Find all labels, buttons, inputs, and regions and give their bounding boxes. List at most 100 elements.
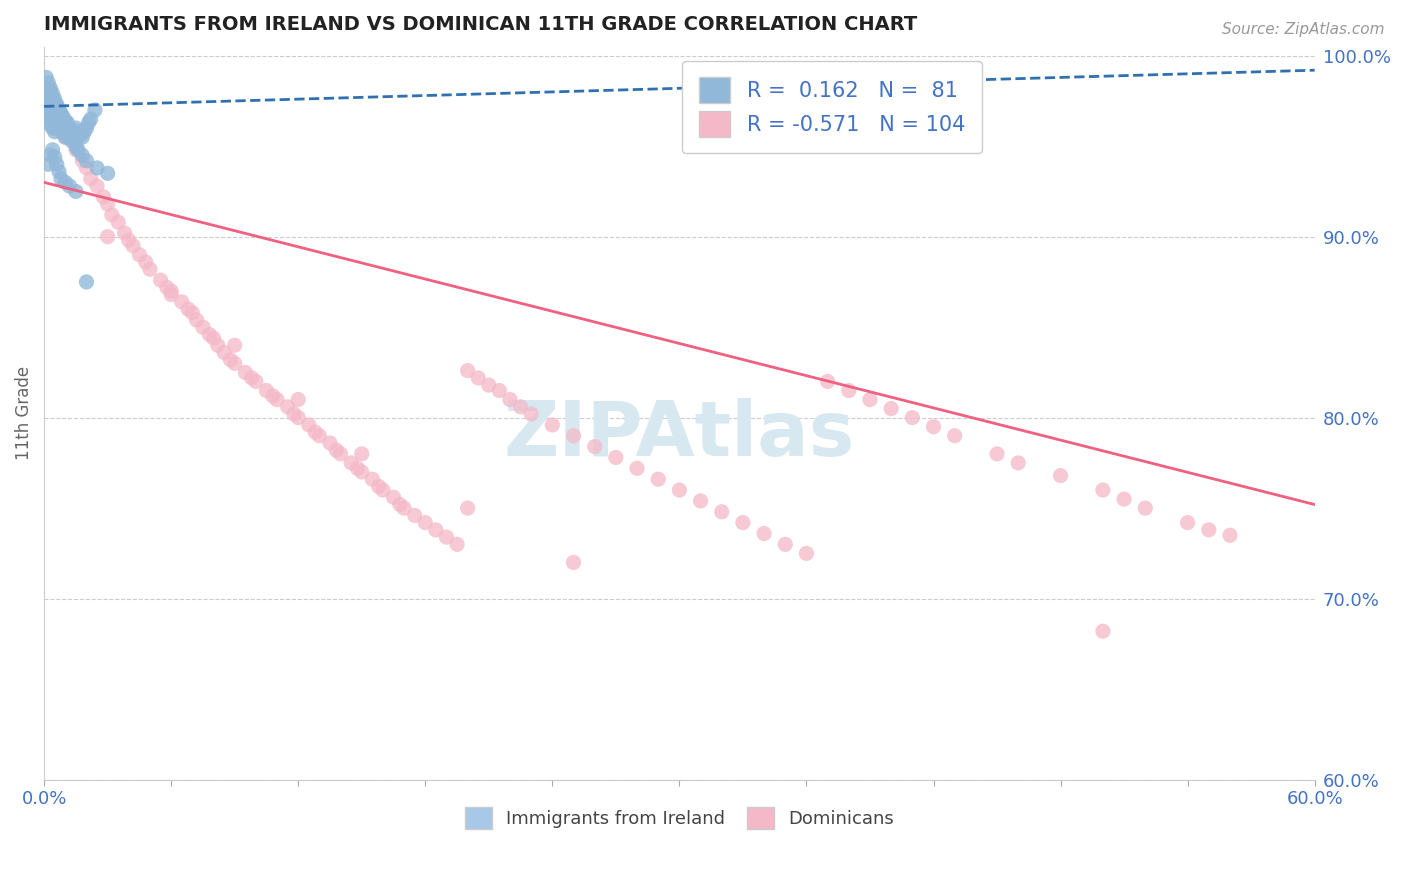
Point <box>796 546 818 560</box>
Point <box>37 94 59 108</box>
Point <box>1091 624 1114 639</box>
Point <box>101 208 124 222</box>
Point <box>1049 468 1071 483</box>
Point <box>346 461 368 475</box>
Point <box>1091 483 1114 497</box>
Point <box>943 429 966 443</box>
Point <box>44 92 66 106</box>
Point <box>49 116 72 130</box>
Point <box>880 401 903 416</box>
Point <box>838 384 860 398</box>
Point <box>256 384 278 398</box>
Point <box>45 157 67 171</box>
Text: IMMIGRANTS FROM IRELAND VS DOMINICAN 11TH GRADE CORRELATION CHART: IMMIGRANTS FROM IRELAND VS DOMINICAN 11T… <box>44 15 917 34</box>
Point <box>58 121 80 136</box>
Point <box>118 233 141 247</box>
Point <box>350 465 373 479</box>
Point <box>304 425 326 439</box>
Point <box>41 87 63 101</box>
Point <box>224 356 246 370</box>
Point <box>93 190 115 204</box>
Point <box>367 479 389 493</box>
Point <box>283 407 305 421</box>
Text: Source: ZipAtlas.com: Source: ZipAtlas.com <box>1222 22 1385 37</box>
Point <box>75 275 97 289</box>
Point <box>114 226 136 240</box>
Point <box>41 99 63 113</box>
Point <box>128 248 150 262</box>
Point <box>84 103 107 117</box>
Point <box>262 389 284 403</box>
Point <box>52 110 75 124</box>
Point <box>181 306 204 320</box>
Point <box>66 125 89 139</box>
Point <box>35 106 58 120</box>
Point <box>425 523 447 537</box>
Point <box>1198 523 1220 537</box>
Point <box>859 392 882 407</box>
Point <box>139 262 162 277</box>
Point <box>901 410 924 425</box>
Point <box>287 410 309 425</box>
Point <box>37 81 59 95</box>
Point <box>41 110 63 124</box>
Legend: Immigrants from Ireland, Dominicans: Immigrants from Ireland, Dominicans <box>457 800 901 837</box>
Point <box>66 143 89 157</box>
Point <box>45 118 67 132</box>
Point <box>1007 456 1029 470</box>
Point <box>70 148 93 162</box>
Point <box>122 238 145 252</box>
Point <box>48 112 70 126</box>
Point <box>48 164 70 178</box>
Point <box>350 447 373 461</box>
Point <box>45 97 67 112</box>
Point <box>647 472 669 486</box>
Point <box>62 134 84 148</box>
Point <box>135 255 157 269</box>
Point <box>39 81 62 95</box>
Point <box>75 121 97 136</box>
Point <box>69 128 91 143</box>
Point <box>58 130 80 145</box>
Point <box>75 153 97 168</box>
Point <box>48 103 70 117</box>
Point <box>245 375 267 389</box>
Point <box>70 130 93 145</box>
Point <box>329 447 352 461</box>
Point <box>73 125 96 139</box>
Point <box>60 134 83 148</box>
Point <box>49 106 72 120</box>
Point <box>65 143 87 157</box>
Point <box>404 508 426 523</box>
Point <box>86 179 108 194</box>
Point <box>382 491 405 505</box>
Point <box>668 483 690 497</box>
Point <box>37 103 59 117</box>
Point <box>388 498 411 512</box>
Point <box>35 70 58 85</box>
Point <box>325 443 347 458</box>
Point <box>457 363 479 377</box>
Point <box>60 130 83 145</box>
Point <box>49 125 72 139</box>
Point <box>80 171 103 186</box>
Y-axis label: 11th Grade: 11th Grade <box>15 366 32 460</box>
Point <box>45 106 67 120</box>
Point <box>177 302 200 317</box>
Point <box>53 114 76 128</box>
Point <box>1177 516 1199 530</box>
Point <box>361 472 384 486</box>
Point <box>86 161 108 175</box>
Point <box>44 150 66 164</box>
Point <box>44 114 66 128</box>
Point <box>775 537 797 551</box>
Point <box>77 116 100 130</box>
Point <box>56 125 79 139</box>
Point <box>605 450 627 465</box>
Point <box>44 103 66 117</box>
Point <box>520 407 543 421</box>
Point <box>202 331 225 345</box>
Point <box>60 125 83 139</box>
Point <box>52 120 75 134</box>
Point <box>37 157 59 171</box>
